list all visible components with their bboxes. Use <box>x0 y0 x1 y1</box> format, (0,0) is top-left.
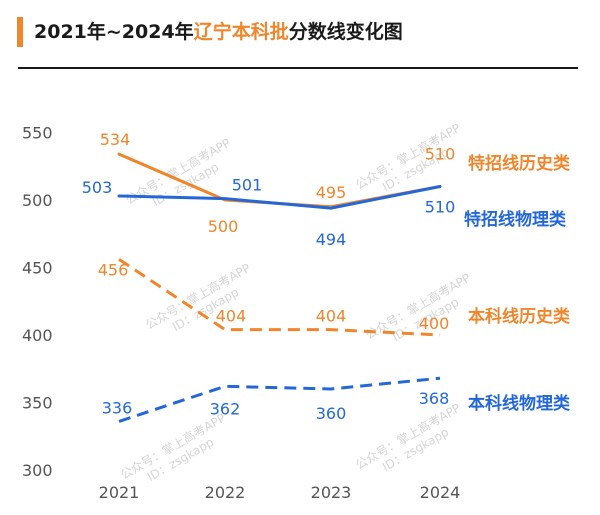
y-tick-label: 400 <box>22 326 53 345</box>
series-name-label: 本科线物理类 <box>468 393 571 414</box>
data-label: 368 <box>419 389 450 408</box>
y-tick-label: 450 <box>22 259 53 278</box>
chart-header: 2021年~2024年辽宁本科批分数线变化图 <box>0 0 600 70</box>
data-label: 501 <box>232 176 263 195</box>
title-suffix: 分数线变化图 <box>288 21 403 43</box>
y-tick-label: 300 <box>22 461 53 480</box>
y-tick-label: 500 <box>22 191 53 210</box>
data-label: 400 <box>419 314 450 333</box>
title-accent-bar <box>17 17 23 47</box>
data-label: 456 <box>98 260 129 279</box>
data-label: 336 <box>102 398 133 417</box>
series-name-label: 特招线物理类 <box>464 209 567 230</box>
data-label: 494 <box>316 230 347 249</box>
data-label: 503 <box>82 178 113 197</box>
title-highlight: 辽宁本科批 <box>193 21 289 43</box>
data-label: 495 <box>316 183 347 202</box>
y-tick-label: 550 <box>22 124 53 143</box>
series-line-benke-physics <box>118 376 441 423</box>
data-label: 510 <box>425 198 456 217</box>
header-divider <box>18 67 578 69</box>
x-tick-label: 2021 <box>99 483 140 502</box>
x-tick-label: 2022 <box>205 483 246 502</box>
series-name-label: 本科线历史类 <box>468 306 571 327</box>
y-tick-label: 350 <box>22 394 53 413</box>
data-label: 360 <box>316 404 347 423</box>
series-name-label: 特招线历史类 <box>468 153 571 174</box>
data-label: 362 <box>210 399 241 418</box>
data-label: 500 <box>208 217 239 236</box>
title-prefix: 2021年~2024年 <box>34 21 194 43</box>
data-label: 510 <box>425 145 456 164</box>
series-line-benke-history <box>118 258 441 337</box>
chart-title: 2021年~2024年辽宁本科批分数线变化图 <box>34 17 403 47</box>
x-tick-label: 2024 <box>420 483 461 502</box>
data-label: 534 <box>100 130 131 149</box>
series-line-tezhao-physics <box>117 185 442 210</box>
data-label: 404 <box>216 307 247 326</box>
data-label: 404 <box>316 307 347 326</box>
x-tick-label: 2023 <box>311 483 352 502</box>
